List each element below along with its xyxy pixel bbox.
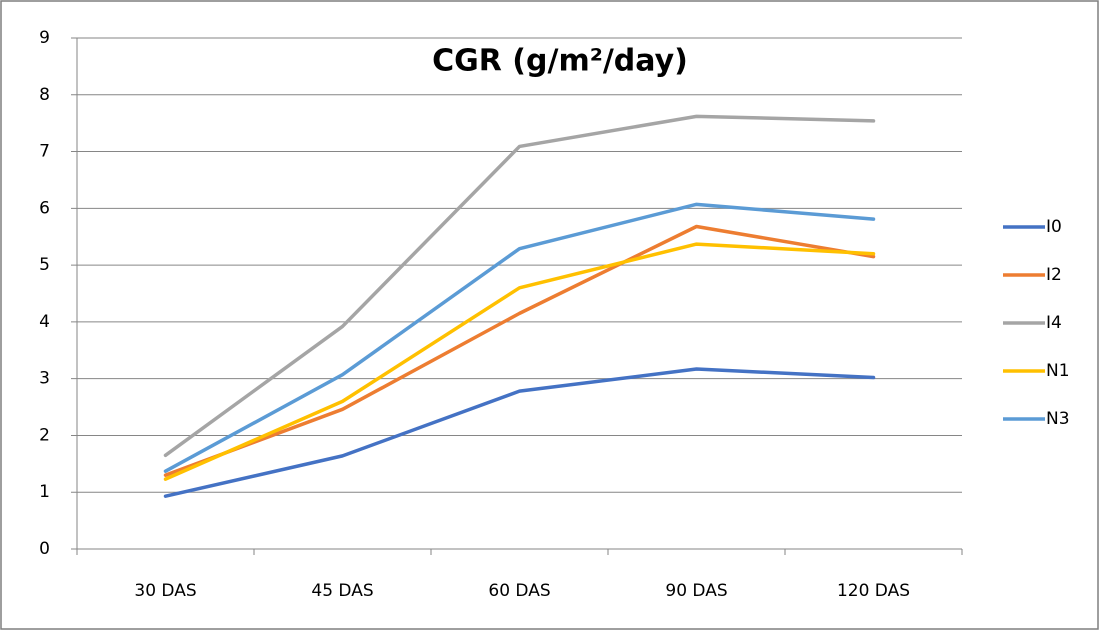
y-tick-label: 2: [39, 425, 50, 445]
series-line: [163, 367, 876, 498]
legend-label: I0: [1046, 217, 1062, 237]
series-line: [163, 242, 876, 481]
x-tick-label: 30 DAS: [134, 581, 196, 601]
y-tick-label: 9: [39, 28, 50, 48]
y-tick-label: 8: [39, 85, 50, 105]
y-tick-label: 3: [39, 369, 50, 389]
y-tick-label: 0: [39, 539, 50, 559]
x-tick-label: 90 DAS: [665, 581, 727, 601]
y-tick-label: 5: [39, 255, 50, 275]
y-tick-label: 1: [39, 482, 50, 502]
y-tick-label: 7: [39, 142, 50, 162]
chart-title: CGR (g/m²/day): [432, 44, 688, 79]
series-line: [163, 114, 876, 458]
legend-label: N1: [1046, 361, 1070, 381]
x-tick-label: 60 DAS: [488, 581, 550, 601]
y-tick-label: 6: [39, 198, 50, 218]
series-line: [163, 202, 876, 473]
y-tick-label: 4: [39, 312, 50, 332]
x-tick-label: 45 DAS: [311, 581, 373, 601]
legend-label: N3: [1046, 409, 1070, 429]
series-line: [163, 224, 876, 477]
x-tick-label: 120 DAS: [837, 581, 910, 601]
legend-label: I2: [1046, 265, 1062, 285]
legend-label: I4: [1046, 313, 1062, 333]
